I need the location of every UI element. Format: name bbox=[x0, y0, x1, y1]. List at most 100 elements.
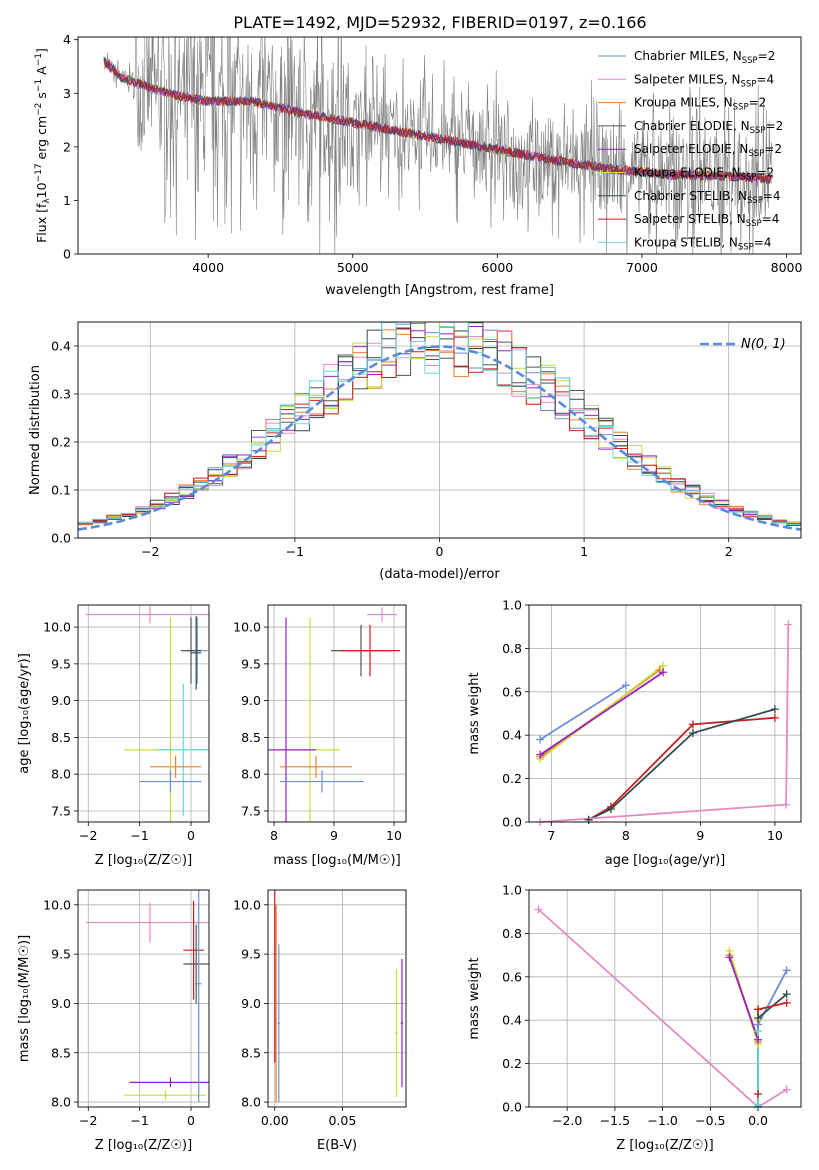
y-tick-label: 0.1 bbox=[51, 483, 71, 498]
massweight-marker bbox=[782, 998, 791, 1007]
y-tick-label: 0 bbox=[63, 247, 71, 262]
x-tick-label: −2 bbox=[79, 1113, 97, 1128]
massweight-line-6 bbox=[588, 708, 776, 821]
y-tick-label: 7.5 bbox=[241, 803, 261, 818]
y-tick-label: 10.0 bbox=[233, 897, 261, 912]
y-tick-label: 4 bbox=[63, 32, 71, 47]
y-tick-label: 10.0 bbox=[233, 620, 261, 635]
x-tick-label: 0 bbox=[436, 544, 444, 559]
figure-title: PLATE=1492, MJD=52932, FIBERID=0197, z=0… bbox=[233, 13, 646, 32]
model-spectrum-6 bbox=[103, 58, 772, 185]
legend-label: Chabrier MILES, NSSP=2 bbox=[634, 49, 775, 66]
massweight-line-4 bbox=[539, 671, 664, 756]
x-tick-label: 5000 bbox=[337, 260, 369, 275]
x-tick-label: 6000 bbox=[481, 260, 513, 275]
y-tick-label: 9.5 bbox=[241, 947, 261, 962]
massweight-marker bbox=[754, 1027, 763, 1036]
y-axis-label: Flux [fλ10−17 erg cm−2 s−1 A−1] bbox=[34, 48, 52, 243]
y-tick-label: 2 bbox=[63, 139, 71, 154]
y-axis-label: age [log₁₀(age/yr)] bbox=[17, 653, 32, 774]
massweight-marker bbox=[754, 1035, 763, 1044]
y-tick-label: 9.5 bbox=[51, 947, 71, 962]
age-vs-mass-panel: 8 9 10 7.5 8.0 8.5 9.0 9.5 10.0 mass [log₁₀(M/M☉)… bbox=[233, 604, 407, 868]
axes-frame bbox=[77, 889, 210, 1108]
plot-area bbox=[103, 37, 773, 254]
massweight-marker bbox=[606, 804, 615, 813]
x-tick-label: 0 bbox=[187, 1113, 195, 1128]
x-tick-label: −2 bbox=[79, 828, 97, 843]
massweight-marker bbox=[782, 966, 791, 975]
massweight-marker bbox=[688, 729, 697, 738]
residuals-panel: −2 −1 0 1 2 0.0 0.1 0.2 0.3 0.4 (data-model)/error… bbox=[28, 321, 802, 582]
massweight-marker bbox=[659, 668, 668, 677]
x-tick-label: −2.0 bbox=[552, 1113, 582, 1128]
legend-label: N(0, 1) bbox=[741, 337, 786, 352]
x-tick-label: 0 bbox=[187, 828, 195, 843]
gaussian-curve bbox=[78, 345, 801, 531]
y-axis-label: mass weight bbox=[467, 672, 482, 754]
x-tick-label: 8 bbox=[622, 828, 630, 843]
y-tick-label: 0.6 bbox=[502, 969, 522, 984]
massweight-marker bbox=[754, 1089, 763, 1098]
y-tick-label: 3 bbox=[63, 86, 71, 101]
spectrum-panel: 4000 5000 6000 7000 8000 0 1 2 3 4 wavelength [Ang… bbox=[34, 32, 803, 298]
y-tick-label: 8.5 bbox=[51, 730, 71, 745]
massweight-marker bbox=[754, 1005, 763, 1014]
legend-label: Salpeter ELODIE, NSSP=2 bbox=[634, 142, 782, 159]
massweight-marker bbox=[536, 735, 545, 744]
x-axis-label: age [log₁₀(age/yr)] bbox=[605, 853, 726, 868]
x-tick-label: 4000 bbox=[192, 260, 224, 275]
x-tick-label: 9 bbox=[330, 828, 338, 843]
y-tick-label: 0.2 bbox=[502, 1056, 522, 1071]
x-axis-label: E(B-V) bbox=[317, 1138, 357, 1153]
massweight-marker bbox=[782, 800, 791, 809]
x-tick-label: 7 bbox=[547, 828, 555, 843]
y-tick-label: 0.0 bbox=[51, 531, 71, 546]
y-tick-label: 0.8 bbox=[502, 641, 522, 656]
y-tick-label: 8.0 bbox=[51, 767, 71, 782]
x-axis-label: Z [log₁₀(Z/Z☉)] bbox=[95, 1138, 192, 1153]
x-tick-label: −1 bbox=[286, 544, 304, 559]
legend-label: Chabrier STELIB, NSSP=4 bbox=[634, 189, 781, 206]
x-tick-label: 1 bbox=[580, 544, 588, 559]
y-tick-label: 9.5 bbox=[241, 656, 261, 671]
axes-frame bbox=[77, 321, 802, 539]
y-tick-label: 10.0 bbox=[43, 620, 71, 635]
legend-label: Kroupa STELIB, NSSP=4 bbox=[634, 235, 772, 252]
x-tick-label: 8 bbox=[270, 828, 278, 843]
y-tick-label: 0.2 bbox=[502, 771, 522, 786]
x-tick-label: −2 bbox=[141, 544, 159, 559]
y-tick-label: 0.6 bbox=[502, 684, 522, 699]
x-tick-label: −1 bbox=[130, 1113, 148, 1128]
y-tick-label: 0.3 bbox=[51, 387, 71, 402]
legend-label: Salpeter STELIB, NSSP=4 bbox=[634, 212, 779, 229]
legend-label: Chabrier ELODIE, NSSP=2 bbox=[634, 119, 783, 136]
y-tick-label: 8.0 bbox=[241, 1095, 261, 1110]
axes-frame bbox=[77, 36, 802, 255]
y-tick-label: 0.0 bbox=[502, 1100, 522, 1115]
y-tick-label: 9.0 bbox=[241, 693, 261, 708]
axes-frame bbox=[267, 604, 407, 823]
plot-area bbox=[273, 890, 404, 1103]
massweight-vs-z-panel: −2.0 −1.5 −1.0 −0.5 0.0 0.0 0.2 0.4 0.6 0.8 1.0 Z [… bbox=[467, 883, 802, 1153]
y-axis-label: mass weight bbox=[467, 957, 482, 1039]
massweight-marker bbox=[584, 815, 593, 824]
legend-label: Kroupa ELODIE, NSSP=2 bbox=[634, 166, 774, 183]
axes-frame bbox=[528, 889, 802, 1108]
model-spectrum-7 bbox=[103, 60, 772, 184]
y-tick-label: 8.5 bbox=[241, 730, 261, 745]
y-tick-label: 0.2 bbox=[51, 435, 71, 450]
massweight-marker bbox=[782, 990, 791, 999]
y-tick-label: 0.4 bbox=[51, 339, 71, 354]
axes-frame bbox=[77, 604, 210, 823]
x-tick-label: 8000 bbox=[771, 260, 803, 275]
axes-frame bbox=[267, 889, 407, 1108]
massweight-marker bbox=[770, 705, 779, 714]
legend-label: Salpeter MILES, NSSP=4 bbox=[634, 72, 774, 89]
x-tick-label: 10 bbox=[767, 828, 783, 843]
y-tick-label: 8.5 bbox=[51, 1045, 71, 1060]
observed-spectrum bbox=[104, 37, 773, 254]
y-tick-label: 9.5 bbox=[51, 656, 71, 671]
massweight-marker bbox=[784, 620, 793, 629]
x-tick-label: 7000 bbox=[626, 260, 658, 275]
